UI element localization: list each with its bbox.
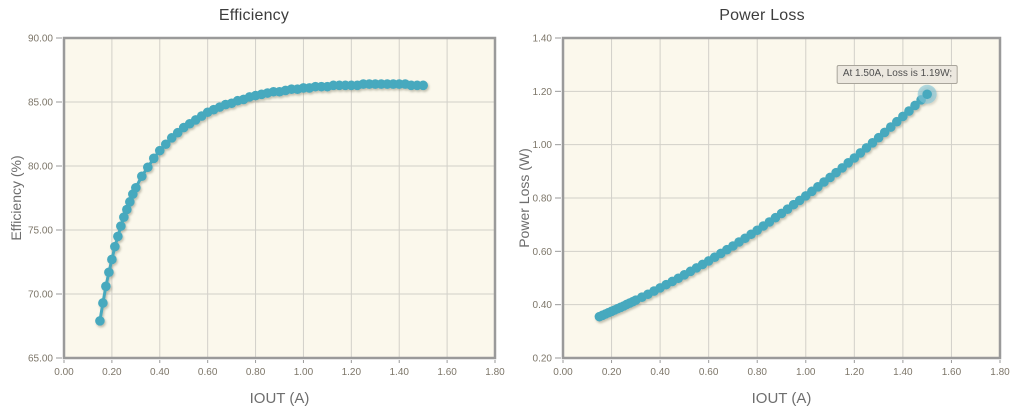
x-tick-label: 0.80 — [246, 367, 266, 378]
data-point[interactable] — [119, 212, 129, 222]
x-tick-label: 0.60 — [699, 367, 719, 378]
y-axis-title: Power Loss (W) — [516, 148, 532, 248]
data-point[interactable] — [154, 145, 165, 156]
power-loss-chart-panel: Power Loss 0.20 0.40 0.60 0.80 1.00 1.20 1.40 0… — [508, 0, 1016, 418]
y-tick-label: 75.00 — [28, 226, 53, 237]
data-point[interactable] — [131, 182, 141, 193]
power-loss-chart-title: Power Loss — [719, 7, 805, 24]
x-tick-label: 0.00 — [553, 367, 573, 378]
efficiency-plot[interactable]: 65.00 70.00 75.00 80.00 85.00 90.00 0.00 0.20 0.… — [0, 0, 508, 418]
data-point[interactable] — [904, 106, 914, 116]
x-tick-label: 0.40 — [650, 367, 670, 378]
y-tick-label: 0.20 — [533, 354, 553, 365]
power-loss-tooltip: At 1.50A, Loss is 1.19W; — [836, 65, 959, 84]
data-point[interactable] — [148, 153, 159, 164]
power-loss-plot[interactable]: 0.200.400.600.801.001.201.400.00 0.20 0.40… — [508, 0, 1016, 418]
efficiency-chart-panel: Efficiency 65.00 70.00 75.00 80.00 85.00 90.0… — [0, 0, 508, 418]
data-point[interactable] — [137, 171, 147, 182]
y-tick-label: 70.00 — [28, 290, 53, 301]
y-tick-label: 1.20 — [533, 87, 553, 98]
data-point[interactable] — [107, 254, 117, 265]
y-tick-label: 0.80 — [533, 194, 553, 205]
x-tick-label: 1.00 — [294, 367, 314, 378]
data-point[interactable] — [113, 231, 123, 242]
x-tick-label: 1.80 — [485, 367, 505, 378]
x-tick-label: 0.60 — [198, 367, 218, 378]
data-point[interactable] — [110, 241, 120, 252]
x-tick-label: 1.20 — [845, 367, 865, 378]
plot-frame — [62, 36, 497, 360]
data-point[interactable] — [98, 298, 108, 308]
data-point[interactable] — [418, 80, 428, 91]
x-tick-label: 0.20 — [602, 367, 622, 378]
x-tick-label: 1.20 — [342, 367, 362, 378]
x-axis-title: IOUT (A) — [250, 390, 310, 407]
data-series[interactable] — [95, 79, 428, 326]
y-tick-label: 90.00 — [28, 34, 53, 45]
data-point[interactable] — [922, 89, 932, 100]
data-series[interactable] — [594, 84, 937, 322]
x-axis-title: IOUT (A) — [752, 390, 812, 407]
x-tick-label: 1.60 — [942, 367, 962, 378]
data-point[interactable] — [160, 139, 171, 150]
y-tick-label: 80.00 — [28, 162, 53, 173]
data-point[interactable] — [143, 162, 153, 173]
x-tick-label: 1.60 — [437, 367, 457, 378]
x-tick-label: 1.40 — [893, 367, 913, 378]
y-tick-label: 1.40 — [533, 34, 553, 45]
data-point[interactable] — [95, 316, 105, 326]
y-tick-label: 85.00 — [28, 98, 53, 109]
data-point[interactable] — [125, 197, 135, 207]
y-tick-label: 65.00 — [28, 354, 53, 365]
data-point[interactable] — [104, 267, 114, 278]
x-tick-label: 1.40 — [389, 367, 409, 378]
efficiency-chart-title: Efficiency — [218, 7, 290, 24]
data-point[interactable] — [910, 100, 920, 111]
data-point[interactable] — [101, 281, 111, 292]
y-tick-label: 0.40 — [533, 300, 553, 311]
x-tick-label: 0.20 — [102, 367, 122, 378]
y-axis-title: Efficiency (%) — [8, 155, 24, 240]
x-tick-label: 1.80 — [990, 367, 1010, 378]
data-point[interactable] — [122, 204, 132, 215]
plot-frame — [561, 36, 1002, 360]
x-tick-label: 1.00 — [796, 367, 816, 378]
x-tick-label: 0.80 — [747, 367, 767, 378]
x-tick-label: 0.00 — [54, 367, 74, 378]
y-tick-label: 0.60 — [533, 247, 553, 258]
x-tick-label: 0.40 — [150, 367, 170, 378]
data-point[interactable] — [116, 221, 126, 231]
y-tick-label: 1.00 — [533, 140, 553, 151]
